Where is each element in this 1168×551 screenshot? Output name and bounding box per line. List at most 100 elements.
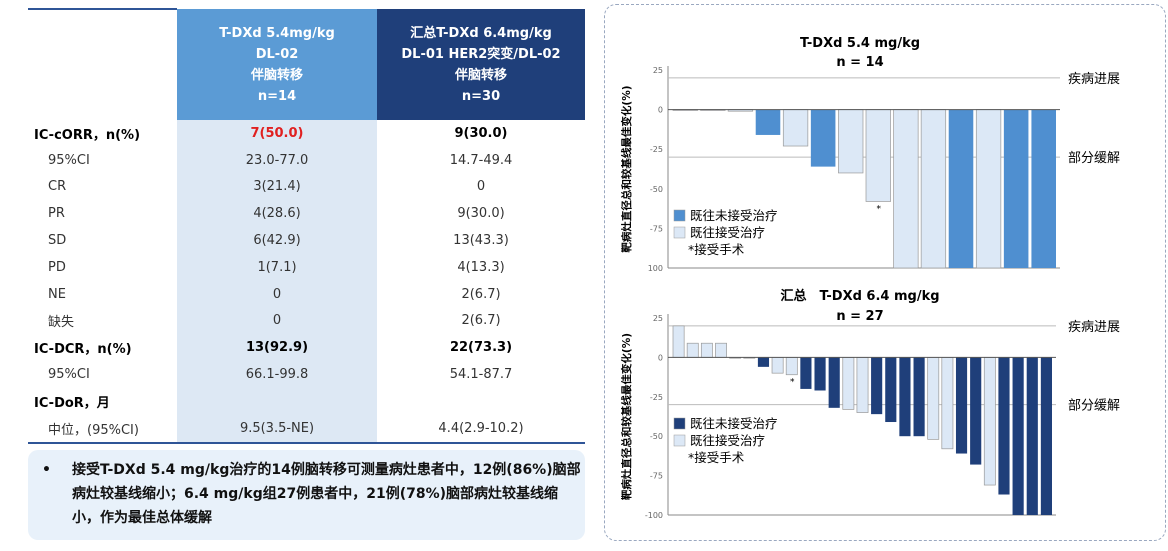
- row-label: 95%CI: [48, 367, 90, 383]
- y-tick-label: 25: [653, 314, 663, 323]
- bar: [800, 357, 812, 389]
- bar: [700, 342, 713, 358]
- row-label: PD: [48, 259, 66, 275]
- bar: [927, 357, 940, 440]
- row-label: SD: [48, 233, 67, 249]
- bar: [672, 325, 685, 358]
- cell-v2: 2(6.7): [461, 286, 501, 302]
- header-line: 伴脑转移: [250, 67, 303, 83]
- bar: [782, 109, 809, 147]
- table-row: 中位，(95%CI) 9.5(3.5-NE) 4.4(2.9-10.2): [28, 414, 585, 444]
- cell-v2: 0: [476, 179, 486, 195]
- header-line: 伴脑转移: [454, 67, 507, 83]
- chart-title: 汇总 T-DXd 6.4 mg/kg: [780, 288, 939, 304]
- cell-v2: 22(73.3): [449, 340, 513, 356]
- bar: [686, 342, 699, 358]
- waterfall-panel: [604, 4, 1166, 541]
- bar: [885, 357, 897, 423]
- y-tick-label: 0: [658, 106, 663, 115]
- cell-v1: 13(92.9): [177, 334, 377, 362]
- summary-text: 接受T-DXd 5.4 mg/kg治疗的14例脑转移可测量病灶患者中，12例(8…: [72, 462, 581, 526]
- cell-v2: 9(30.0): [457, 206, 505, 222]
- bar: [814, 357, 826, 391]
- table-row: IC-DoR，月: [28, 387, 585, 415]
- y-tick-label: -50: [650, 185, 663, 194]
- y-tick-label: -75: [650, 472, 663, 481]
- cell-v2: 4.4(2.9-10.2): [377, 414, 585, 444]
- table-row: 95%CI 23.0-77.0 14.7-49.4: [28, 146, 585, 174]
- cell-v2: 54.1-87.7: [449, 367, 513, 383]
- table-row: PD 1(7.1) 4(13.3): [28, 253, 585, 281]
- surgery-marker: *: [790, 378, 795, 388]
- bar: [899, 357, 911, 437]
- legend-swatch: [673, 434, 686, 447]
- cell-v1: 6(42.9): [177, 227, 377, 254]
- legend-swatch: [673, 417, 686, 430]
- bar: [948, 109, 974, 268]
- table-row: CR 3(21.4) 0: [28, 173, 585, 201]
- row-label: IC-DoR，月: [34, 395, 110, 411]
- reference-label: 部分缓解: [1068, 151, 1120, 166]
- row-label: NE: [48, 286, 66, 302]
- cell-v1: 4(28.6): [177, 200, 377, 228]
- header-line: T-DXd 5.4mg/kg: [219, 25, 335, 41]
- bar: [941, 357, 954, 450]
- y-axis-label: 靶病灶直径总和较基线最佳变化(%): [620, 333, 633, 500]
- column-header-1: T-DXd 5.4mg/kg DL-02 伴脑转移 n=14: [177, 9, 377, 120]
- y-tick-label: -25: [650, 393, 663, 402]
- legend-label: 既往未接受治疗: [690, 416, 778, 431]
- header-line: 汇总T-DXd 6.4mg/kg: [410, 25, 552, 41]
- table-row: PR 4(28.6) 9(30.0): [28, 200, 585, 228]
- cell-v2: 2(6.7): [461, 313, 501, 329]
- bar: [983, 357, 996, 486]
- column-header-2: 汇总T-DXd 6.4mg/kg DL-01 HER2突变/DL-02 伴脑转移 n=…: [377, 9, 585, 120]
- chart-title: T-DXd 5.4 mg/kg: [800, 36, 920, 51]
- cell-v1: 0: [177, 307, 377, 335]
- row-label: IC-DCR，n(%): [34, 342, 132, 358]
- reference-label: 疾病进展: [1068, 320, 1120, 335]
- table-row: 95%CI 66.1-99.8 54.1-87.7: [28, 361, 585, 388]
- y-tick-label: 0: [658, 353, 663, 362]
- bar: [1040, 357, 1052, 515]
- legend-swatch: [673, 209, 686, 222]
- row-label: 缺失: [48, 315, 75, 331]
- bar: [998, 357, 1010, 495]
- chart-subtitle: n = 27: [836, 309, 883, 324]
- bar: [865, 109, 891, 202]
- bar: [913, 357, 925, 437]
- cell-v2: 9(30.0): [454, 125, 508, 141]
- bar: [771, 357, 784, 374]
- summary-note: • 接受T-DXd 5.4 mg/kg治疗的14例脑转移可测量病灶患者中，12例…: [28, 450, 585, 540]
- bar: [970, 357, 982, 465]
- bar: [1003, 109, 1029, 268]
- legend-label: 既往未接受治疗: [690, 208, 778, 223]
- cell-v2: 13(43.3): [453, 233, 509, 249]
- bar: [856, 357, 869, 413]
- legend-footnote: *接受手术: [688, 242, 745, 257]
- y-axis-label: 靶病灶直径总和较基线最佳变化(%): [620, 85, 633, 252]
- header-line: DL-01 HER2突变/DL-02: [401, 46, 561, 62]
- cell-v1: [177, 387, 377, 415]
- reference-label: 疾病进展: [1068, 72, 1120, 87]
- table-row: 缺失 0 2(6.7): [28, 307, 585, 335]
- row-label: 95%CI: [48, 152, 90, 168]
- legend-label: 既往接受治疗: [690, 225, 765, 240]
- bar: [785, 357, 798, 376]
- bar: [755, 109, 781, 135]
- cell-v1: 66.1-99.8: [177, 361, 377, 388]
- y-tick-label: -100: [645, 511, 663, 520]
- bar: [975, 109, 1002, 269]
- cell-v1: 9.5(3.5-NE): [177, 414, 377, 444]
- y-tick-label: 100: [648, 264, 663, 273]
- bar: [871, 357, 883, 415]
- column-header-0: [28, 8, 177, 120]
- bar: [828, 357, 840, 408]
- surgery-marker: *: [877, 204, 882, 214]
- row-label: 中位，(95%CI): [28, 414, 177, 444]
- bar: [810, 109, 836, 167]
- bar: [1026, 357, 1038, 515]
- cell-v1: 0: [177, 280, 377, 308]
- bar: [893, 109, 919, 269]
- table-row: IC-cORR，n(%) 7(50.0) 9(30.0): [28, 120, 585, 147]
